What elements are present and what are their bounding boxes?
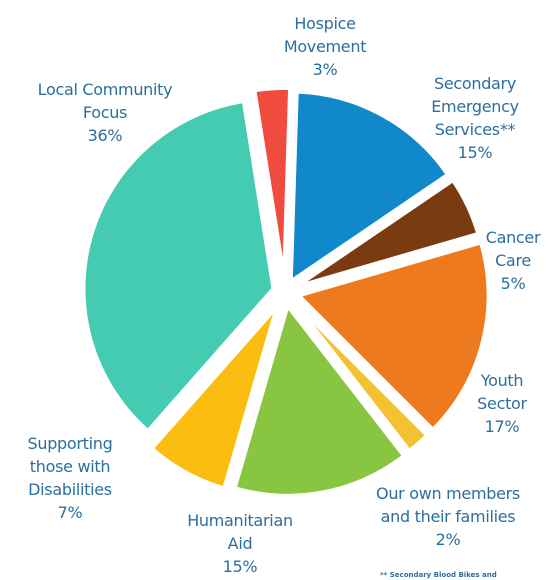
label-line: Sector — [462, 392, 542, 415]
label-line: Emergency — [405, 95, 545, 118]
label-line: Cancer — [478, 226, 548, 249]
label-line: those with — [10, 455, 130, 478]
footnote: ** Secondary Blood Bikes and — [380, 571, 497, 579]
label-line: Humanitarian — [180, 509, 300, 532]
label-percent: 15% — [405, 141, 545, 164]
label-percent: 5% — [478, 272, 548, 295]
label-line: and their families — [358, 505, 538, 528]
label-line: Hospice — [265, 12, 385, 35]
label-percent: 36% — [10, 124, 200, 147]
label-hospice-movement: Hospice Movement 3% — [265, 12, 385, 81]
label-secondary-emergency: Secondary Emergency Services** 15% — [405, 72, 545, 164]
label-local-community: Local Community Focus 36% — [10, 78, 200, 147]
label-youth-sector: Youth Sector 17% — [462, 369, 542, 438]
label-humanitarian-aid: Humanitarian Aid 15% — [180, 509, 300, 578]
label-line: Supporting — [10, 432, 130, 455]
label-line: Secondary — [405, 72, 545, 95]
label-line: Youth — [462, 369, 542, 392]
label-percent: 15% — [180, 555, 300, 578]
label-own-members: Our own members and their families 2% — [358, 482, 538, 551]
label-line: Local Community — [10, 78, 200, 101]
label-percent: 7% — [10, 501, 130, 524]
label-percent: 3% — [265, 58, 385, 81]
label-line: Focus — [10, 101, 200, 124]
label-line: Our own members — [358, 482, 538, 505]
label-line: Aid — [180, 532, 300, 555]
label-supporting-disabilities: Supporting those with Disabilities 7% — [10, 432, 130, 524]
label-percent: 17% — [462, 415, 542, 438]
label-line: Services** — [405, 118, 545, 141]
label-line: Movement — [265, 35, 385, 58]
label-percent: 2% — [358, 528, 538, 551]
label-line: Care — [478, 249, 548, 272]
label-line: Disabilities — [10, 478, 130, 501]
label-cancer-care: Cancer Care 5% — [478, 226, 548, 295]
